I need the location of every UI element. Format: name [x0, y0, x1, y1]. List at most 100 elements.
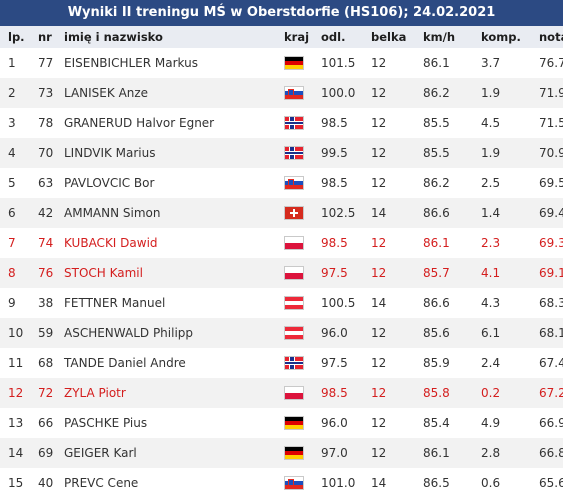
- poland-flag-icon: [284, 386, 304, 401]
- austria-flag-icon: [284, 296, 304, 311]
- distance-cell: 102.5: [321, 206, 356, 220]
- table-row: 3 78 GRANERUD Halvor Egner 98.5 12 85.5 4.5 71.…: [0, 108, 563, 138]
- rank-cell: 6: [8, 206, 16, 220]
- athlete-name-cell: KUBACKI Dawid: [64, 236, 158, 250]
- table-row: 4 70 LINDVIK Marius 99.5 12 85.5 1.9 70.9: [0, 138, 563, 168]
- rank-cell: 2: [8, 86, 16, 100]
- table-row: 10 59 ASCHENWALD Philipp 96.0 12 85.6 6.1 68.1: [0, 318, 563, 348]
- header-name: imię i nazwisko: [64, 30, 163, 44]
- table-row: 9 38 FETTNER Manuel 100.5 14 86.6 4.3 68.3: [0, 288, 563, 318]
- speed-cell: 86.1: [423, 446, 450, 460]
- speed-cell: 86.6: [423, 296, 450, 310]
- bib-cell: 59: [38, 326, 54, 340]
- speed-cell: 86.2: [423, 86, 450, 100]
- athlete-name-cell: LANISEK Anze: [64, 86, 149, 100]
- table-row: 1 77 EISENBICHLER Markus 101.5 12 86.1 3.7 76.7: [0, 48, 563, 78]
- table-row: 13 66 PASCHKE Pius 96.0 12 85.4 4.9 66.9: [0, 408, 563, 438]
- table-row: 14 69 GEIGER Karl 97.0 12 86.1 2.8 66.8: [0, 438, 563, 468]
- rank-cell: 12: [8, 386, 24, 400]
- header-lp: lp.: [8, 30, 25, 44]
- distance-cell: 99.5: [321, 146, 348, 160]
- compensation-cell: 1.4: [481, 206, 501, 220]
- speed-cell: 85.9: [423, 356, 450, 370]
- header-score: nota: [539, 30, 563, 44]
- speed-cell: 85.5: [423, 146, 450, 160]
- germany-flag-icon: [284, 446, 304, 461]
- country-flag-cell: [276, 408, 313, 438]
- gate-cell: 12: [371, 386, 387, 400]
- compensation-cell: 2.3: [481, 236, 501, 250]
- distance-cell: 96.0: [321, 416, 348, 430]
- speed-cell: 86.5: [423, 476, 450, 490]
- rank-cell: 13: [8, 416, 24, 430]
- bib-cell: 40: [38, 476, 54, 490]
- poland-flag-icon: [284, 266, 304, 281]
- compensation-cell: 6.1: [481, 326, 501, 340]
- country-flag-cell: [276, 288, 313, 318]
- distance-cell: 101.0: [321, 476, 356, 490]
- gate-cell: 12: [371, 146, 387, 160]
- compensation-cell: 0.2: [481, 386, 501, 400]
- gate-cell: 12: [371, 86, 387, 100]
- country-flag-cell: [276, 108, 313, 138]
- score-cell: 69.1: [539, 266, 563, 280]
- rank-cell: 11: [8, 356, 24, 370]
- country-flag-cell: [276, 258, 313, 288]
- distance-cell: 100.5: [321, 296, 356, 310]
- speed-cell: 86.2: [423, 176, 450, 190]
- compensation-cell: 4.1: [481, 266, 501, 280]
- germany-flag-icon: [284, 416, 304, 431]
- table-row: 11 68 TANDE Daniel Andre 97.5 12 85.9 2.4 67.4: [0, 348, 563, 378]
- bib-cell: 74: [38, 236, 54, 250]
- score-cell: 69.3: [539, 236, 563, 250]
- athlete-name-cell: PAVLOVCIC Bor: [64, 176, 155, 190]
- switzerland-flag-icon: [284, 206, 304, 221]
- bib-cell: 63: [38, 176, 54, 190]
- norway-flag-icon: [284, 146, 304, 161]
- rank-cell: 9: [8, 296, 16, 310]
- country-flag-cell: [276, 378, 313, 408]
- gate-cell: 12: [371, 416, 387, 430]
- gate-cell: 12: [371, 56, 387, 70]
- speed-cell: 85.7: [423, 266, 450, 280]
- header-country: kraj: [284, 30, 310, 44]
- gate-cell: 12: [371, 116, 387, 130]
- distance-cell: 100.0: [321, 86, 356, 100]
- rank-cell: 1: [8, 56, 16, 70]
- distance-cell: 96.0: [321, 326, 348, 340]
- country-flag-cell: [276, 138, 313, 168]
- rank-cell: 8: [8, 266, 16, 280]
- norway-flag-icon: [284, 116, 304, 131]
- compensation-cell: 4.9: [481, 416, 501, 430]
- header-speed: km/h: [423, 30, 456, 44]
- score-cell: 65.6: [539, 476, 563, 490]
- gate-cell: 14: [371, 206, 387, 220]
- speed-cell: 85.8: [423, 386, 450, 400]
- results-table: lp. nr imię i nazwisko kraj odl. belka k…: [0, 26, 563, 498]
- bib-cell: 77: [38, 56, 54, 70]
- bib-cell: 68: [38, 356, 54, 370]
- bib-cell: 72: [38, 386, 54, 400]
- score-cell: 70.9: [539, 146, 563, 160]
- bib-cell: 38: [38, 296, 54, 310]
- athlete-name-cell: FETTNER Manuel: [64, 296, 166, 310]
- distance-cell: 98.5: [321, 386, 348, 400]
- germany-flag-icon: [284, 56, 304, 71]
- rank-cell: 15: [8, 476, 24, 490]
- slovenia-flag-icon: [284, 176, 304, 191]
- country-flag-cell: [276, 198, 313, 228]
- rank-cell: 14: [8, 446, 24, 460]
- header-distance: odl.: [321, 30, 346, 44]
- athlete-name-cell: GEIGER Karl: [64, 446, 137, 460]
- results-title: Wyniki II treningu MŚ w Oberstdorfie (HS…: [0, 0, 563, 26]
- athlete-name-cell: ZYLA Piotr: [64, 386, 126, 400]
- athlete-name-cell: AMMANN Simon: [64, 206, 161, 220]
- distance-cell: 97.5: [321, 356, 348, 370]
- austria-flag-icon: [284, 326, 304, 341]
- bib-cell: 66: [38, 416, 54, 430]
- score-cell: 76.7: [539, 56, 563, 70]
- table-row: 5 63 PAVLOVCIC Bor 98.5 12 86.2 2.5 69.5: [0, 168, 563, 198]
- bib-cell: 78: [38, 116, 54, 130]
- compensation-cell: 4.5: [481, 116, 501, 130]
- header-gate: belka: [371, 30, 407, 44]
